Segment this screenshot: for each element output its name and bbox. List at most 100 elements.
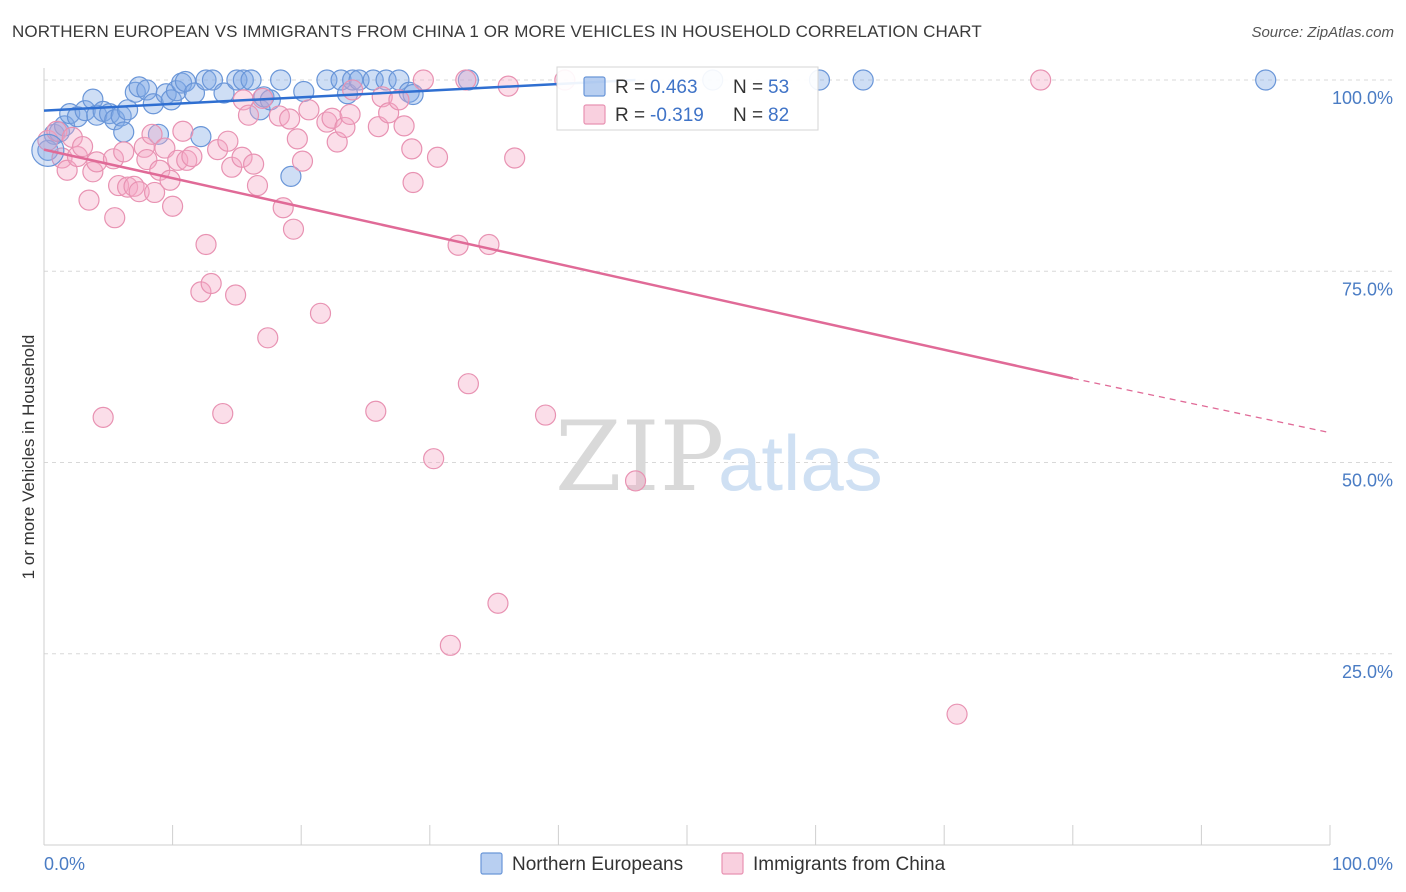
y-tick-label: 100.0%	[1332, 88, 1393, 108]
data-point	[309, 302, 332, 324]
trend-line-northern-europeans	[43, 78, 636, 112]
data-point	[213, 82, 235, 104]
data-point	[113, 141, 135, 163]
data-point	[174, 70, 197, 93]
legend-n-value: 82	[768, 105, 789, 126]
data-point	[195, 69, 217, 91]
data-point	[279, 108, 301, 130]
chart-title: NORTHERN EUROPEAN VS IMMIGRANTS FROM CHI…	[12, 22, 982, 41]
data-point	[487, 592, 509, 614]
data-point	[212, 402, 234, 425]
data-point	[92, 406, 114, 428]
data-point	[225, 284, 247, 306]
data-point	[334, 116, 356, 139]
data-point	[154, 137, 176, 159]
data-point	[181, 145, 203, 168]
data-point	[447, 234, 469, 256]
legend-r-value: 0.463	[650, 77, 698, 98]
data-point	[74, 99, 96, 122]
data-point	[393, 115, 415, 137]
data-point	[113, 121, 135, 143]
data-point	[342, 79, 364, 101]
legend-swatch	[583, 76, 606, 97]
data-point	[246, 174, 269, 197]
data-point	[946, 703, 968, 725]
y-tick-label: 25.0%	[1342, 662, 1393, 682]
data-point	[423, 448, 445, 470]
data-point	[365, 400, 387, 422]
data-point	[104, 207, 126, 229]
data-point	[107, 174, 130, 197]
data-point	[298, 99, 320, 121]
series-immigrants-from-china	[37, 69, 1052, 725]
data-point	[457, 373, 479, 395]
data-point	[200, 272, 222, 295]
data-point	[270, 69, 292, 91]
y-axis-label: 1 or more Vehicles in Household	[19, 335, 38, 580]
data-point	[852, 69, 874, 91]
data-point	[291, 150, 314, 172]
legend-r-label: R =	[615, 77, 645, 98]
data-point	[147, 123, 170, 145]
legend-swatch	[583, 104, 606, 125]
y-tick-label: 75.0%	[1342, 279, 1393, 299]
x-tick-label: 100.0%	[1332, 854, 1393, 874]
data-point	[217, 130, 239, 152]
data-point	[504, 147, 526, 169]
data-point	[240, 69, 262, 91]
legend-stats: R = 0.463 N = 53 R = -0.319 N = 82	[556, 66, 819, 131]
trend-line-extension	[1072, 377, 1331, 434]
data-point	[141, 123, 163, 145]
data-point	[339, 103, 361, 126]
data-point	[243, 153, 265, 175]
data-point	[190, 126, 212, 148]
data-point	[280, 165, 302, 187]
watermark-atlas: atlas	[718, 419, 883, 507]
legend-series: Northern Europeans Immigrants from China	[480, 852, 946, 875]
data-point	[624, 470, 647, 492]
data-point	[534, 404, 557, 426]
data-point	[237, 104, 260, 126]
legend-swatch	[721, 852, 744, 875]
series-northern-europeans	[37, 69, 1277, 187]
legend-n-value: 53	[768, 77, 789, 98]
data-point	[426, 146, 449, 168]
data-point	[116, 176, 139, 198]
data-point	[172, 120, 194, 142]
watermark-zip: ZIP	[555, 401, 724, 513]
data-point	[195, 233, 217, 256]
legend-n-label: N =	[733, 105, 763, 126]
data-point	[231, 146, 253, 168]
data-point	[167, 149, 189, 171]
data-point	[455, 69, 477, 91]
x-tick-label: 0.0%	[44, 854, 85, 874]
trend-line-immigrants-from-china	[43, 148, 1074, 380]
legend-series-label: Northern Europeans	[512, 854, 683, 875]
data-point	[128, 181, 150, 203]
data-point	[143, 181, 166, 204]
legend-swatch	[480, 852, 503, 875]
data-point	[402, 171, 424, 194]
data-point	[362, 69, 384, 91]
y-tick-label: 50.0%	[1342, 471, 1393, 491]
data-point	[162, 195, 184, 217]
legend-n-label: N =	[733, 77, 763, 98]
data-point	[401, 138, 423, 160]
legend-r-label: R =	[615, 105, 645, 126]
data-point	[1255, 69, 1277, 91]
legend-series-label: Immigrants from China	[753, 854, 946, 875]
data-point	[402, 83, 424, 106]
data-point	[388, 89, 410, 111]
data-point	[116, 99, 139, 121]
legend-r-value: -0.319	[650, 105, 704, 126]
data-point	[78, 189, 100, 211]
data-point	[375, 69, 397, 91]
data-point	[282, 218, 305, 240]
data-point	[439, 634, 461, 656]
data-point	[286, 128, 308, 150]
data-point	[71, 135, 94, 158]
data-point	[412, 69, 434, 91]
data-point	[478, 233, 500, 256]
data-point	[257, 327, 279, 349]
